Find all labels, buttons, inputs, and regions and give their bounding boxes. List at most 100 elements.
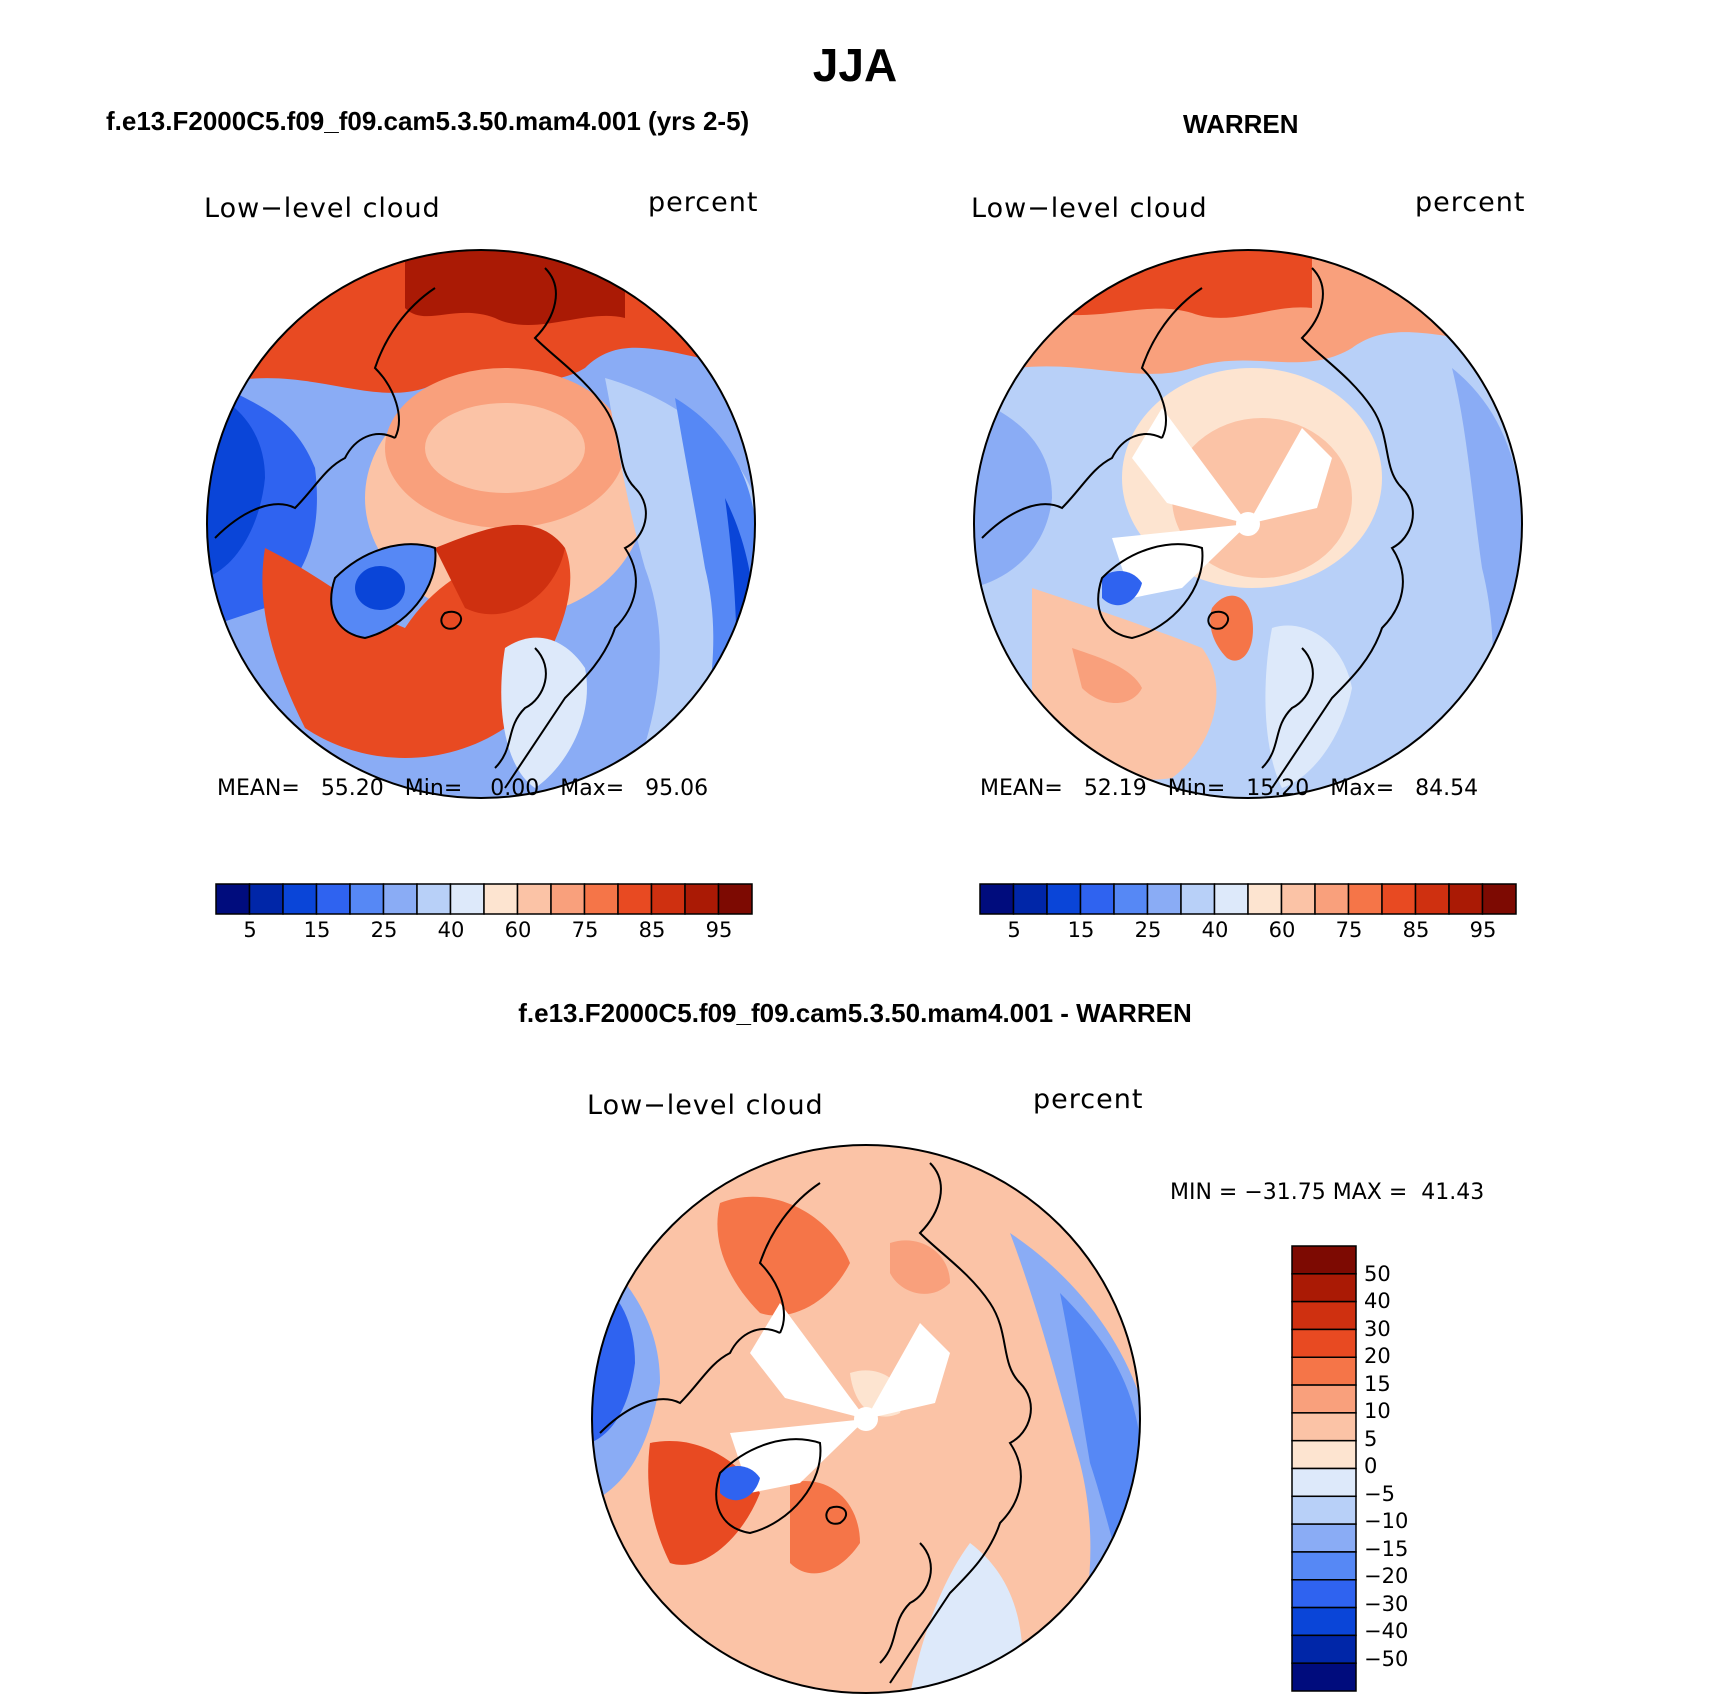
colorbar-tick: −5 [1364,1482,1395,1506]
colorbar-tick: 50 [1364,1262,1391,1286]
panel-2-variable-label: Low−level cloud [971,193,1208,224]
map-field-bering-max [1032,250,1312,318]
colorbar-swatch [1291,1439,1357,1470]
panel-3-polar-map [591,1144,1141,1694]
colorbar-swatch [583,883,619,915]
colorbar-swatch [1280,883,1316,915]
map-field-pacific-high [717,1196,850,1316]
panel-2-colorbar [979,883,1517,915]
panel-3-stats: MIN = −31.75 MAX = 41.43 [1170,1180,1485,1205]
panel-1-mean-label: MEAN= [217,776,300,801]
map-pole-hole [1236,512,1260,536]
colorbar-tick: 10 [1364,1399,1391,1423]
panel-2-max-label: Max= [1330,776,1395,801]
panel-1-colorbar-ticks: 5 15 25 40 60 75 85 95 [216,918,752,948]
map-field-atlantic-patch [1072,648,1142,703]
colorbar-tick: 30 [1364,1317,1391,1341]
panel-1-variable-label: Low−level cloud [204,193,441,224]
colorbar-tick: 15 [303,918,331,942]
colorbar-swatch [1291,1606,1357,1637]
map-field-arctic-patch [890,1240,950,1294]
panel-1-units-label: percent [648,187,759,218]
colorbar-tick: 40 [437,918,465,942]
panel-1-min-value: 0.00 [490,776,540,801]
colorbar-tick: 95 [1469,918,1497,942]
panel-1-stats: MEAN= 55.20 Min= 0.00 Max= 95.06 [217,776,708,801]
colorbar-tick: 5 [243,918,257,942]
panel-2-map-border [973,249,1523,799]
map-field-scandinavia [910,1543,1023,1693]
panel-1-mean-value: 55.20 [320,776,384,801]
colorbar-swatch [1079,883,1115,915]
colorbar-swatch [1291,1662,1357,1692]
panel-1-coastlines [214,267,647,789]
panel-3-colorbar [1291,1245,1357,1692]
colorbar-swatch [1291,1495,1357,1525]
colorbar-swatch [1213,883,1249,915]
colorbar-swatch [1381,883,1417,915]
colorbar-tick: 40 [1364,1289,1391,1313]
panel-3-units-label: percent [1033,1084,1144,1115]
panel-1-min-label: Min= [404,776,463,801]
colorbar-swatch [717,883,753,915]
colorbar-swatch [282,883,318,915]
map-field-scandinavia [1265,625,1352,788]
map-field-bering-max [405,250,625,325]
colorbar-tick: 60 [1268,918,1296,942]
colorbar-tick: 5 [1007,918,1021,942]
colorbar-swatch [449,883,485,915]
panel-3-title: f.e13.F2000C5.f09_f09.cam5.3.50.mam4.001… [518,998,1192,1028]
panel-1-max-label: Max= [560,776,625,801]
panel-2-stats: MEAN= 52.19 Min= 15.20 Max= 84.54 [980,776,1478,801]
colorbar-swatch [1448,883,1484,915]
colorbar-swatch [1291,1273,1357,1303]
panel-3-variable-label: Low−level cloud [587,1090,824,1121]
panel-3-coastlines [599,1162,1032,1684]
colorbar-swatch [1291,1634,1357,1664]
colorbar-tick: 20 [1364,1344,1391,1368]
map-field-scandinavia [501,637,587,788]
colorbar-swatch [416,883,452,915]
map-missing-data-wedge [866,1323,950,1419]
colorbar-swatch [1291,1579,1357,1609]
colorbar-tick: 25 [1134,918,1162,942]
colorbar-swatch [349,883,385,915]
map-missing-data-wedge [1112,524,1248,598]
colorbar-tick: 60 [504,918,532,942]
colorbar-swatch [1046,883,1082,915]
map-field-barents-high [790,1481,860,1574]
colorbar-swatch [1291,1356,1357,1386]
colorbar-tick: 75 [571,918,599,942]
colorbar-swatch [215,883,251,915]
colorbar-swatch [1291,1523,1357,1553]
colorbar-tick: 5 [1364,1427,1378,1451]
colorbar-swatch [1291,1551,1357,1581]
panel-3-colorbar-ticks: 50 40 30 20 15 10 5 0 −5 −10 −15 −20 −30… [1364,1262,1444,1682]
colorbar-tick: −40 [1364,1619,1409,1643]
map-field-barents-max [435,524,565,615]
colorbar-tick: 85 [1402,918,1430,942]
panel-2-mean-value: 52.19 [1083,776,1147,801]
map-field-canada-low [974,398,1052,588]
colorbar-swatch [1291,1245,1357,1275]
colorbar-swatch [1291,1300,1357,1331]
colorbar-tick: −20 [1364,1564,1409,1588]
panel-2-min-value: 15.20 [1246,776,1310,801]
colorbar-swatch [1314,883,1350,915]
colorbar-swatch [1113,883,1149,915]
colorbar-swatch [1247,883,1283,915]
colorbar-tick: 85 [638,918,666,942]
colorbar-swatch [979,883,1015,915]
colorbar-swatch [1291,1412,1357,1442]
colorbar-swatch [1481,883,1517,915]
map-field-greenland-low [1102,571,1142,606]
map-missing-data-wedge [1248,428,1332,524]
panel-2-colorbar-ticks: 5 15 25 40 60 75 85 95 [980,918,1516,948]
map-missing-data-wedge [730,1419,866,1493]
colorbar-tick: 15 [1364,1372,1391,1396]
panel-1-max-value: 95.06 [645,776,709,801]
colorbar-tick: 75 [1335,918,1363,942]
colorbar-swatch [1414,883,1450,915]
panel-2-max-value: 84.54 [1415,776,1479,801]
colorbar-tick: −30 [1364,1592,1409,1616]
